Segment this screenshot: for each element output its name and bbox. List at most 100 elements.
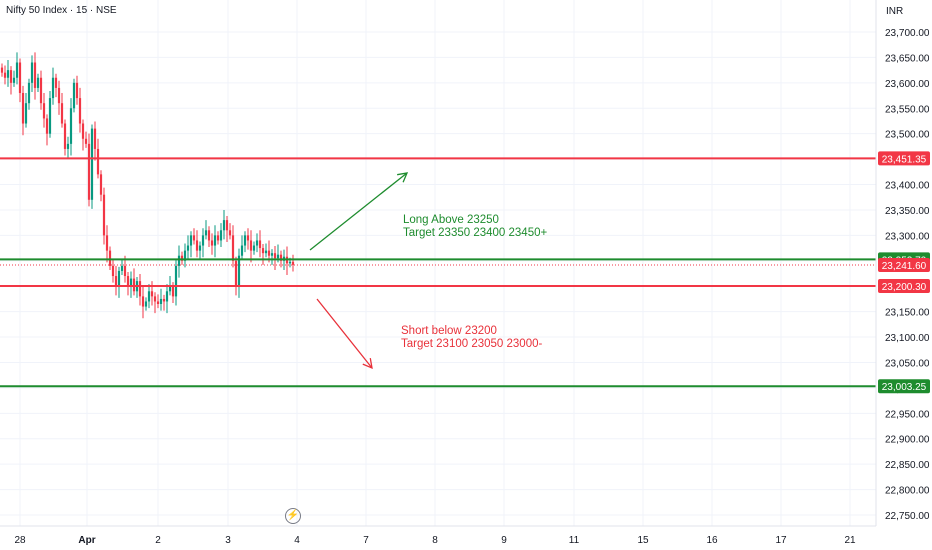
y-tick-label: 23,050.00: [885, 358, 930, 369]
candle-body: [264, 250, 268, 254]
candle-body: [126, 276, 130, 287]
candle-body: [279, 254, 283, 261]
candle-body: [246, 235, 250, 241]
candle-body: [192, 235, 196, 241]
level-label: 23,451.35: [882, 154, 927, 165]
candle-body: [186, 245, 190, 251]
x-tick-label: 9: [501, 535, 507, 546]
candles: [0, 52, 295, 319]
currency-label[interactable]: INR: [886, 6, 904, 17]
candle-body: [6, 70, 10, 78]
short-annotation-line2: Target 23100 23050 23000-: [401, 338, 543, 350]
candle-body: [18, 62, 22, 94]
candle-body: [57, 87, 61, 104]
level-label-bg: [878, 151, 930, 166]
candle-body: [33, 62, 37, 88]
x-tick-label: 8: [432, 535, 438, 546]
candle-body: [90, 128, 94, 200]
candle-body: [105, 235, 109, 251]
lightning-icon[interactable]: ⚡: [285, 508, 301, 524]
symbol-title[interactable]: Nifty 50 Index · 15 · NSE: [6, 5, 117, 16]
y-tick-label: 22,750.00: [885, 511, 930, 522]
candle-body: [117, 270, 121, 287]
x-tick-label: Apr: [78, 535, 95, 546]
candle-body: [189, 235, 193, 246]
candle-body: [51, 77, 55, 99]
short-annotation-line1: Short below 23200: [401, 325, 497, 337]
candle-body: [3, 72, 7, 78]
candle-body: [267, 250, 271, 256]
candle-body: [141, 296, 145, 307]
level-label-bg: [878, 279, 930, 294]
grid-lines: [0, 0, 876, 526]
candle-body: [276, 254, 280, 259]
horizontal-levels: [0, 157, 876, 388]
candle-body: [252, 245, 256, 251]
y-tick-label: 23,400.00: [885, 181, 930, 192]
candle-body: [270, 253, 274, 256]
candle-body: [9, 70, 13, 83]
candle-body: [234, 260, 238, 287]
candle-body: [219, 230, 223, 241]
candle-body: [207, 230, 211, 241]
candle-body: [288, 261, 292, 264]
candle-body: [12, 77, 16, 83]
long-arrow: [309, 172, 408, 251]
candle-body: [69, 108, 73, 144]
short-annotation: Short below 23200 Target 23100 23050 230…: [401, 325, 542, 351]
candle-body: [63, 123, 67, 149]
candle-body: [60, 103, 64, 124]
candle-body: [249, 240, 253, 251]
x-tick-label: 4: [294, 535, 300, 546]
y-tick-label: 23,600.00: [885, 79, 930, 90]
candle-body: [180, 255, 184, 261]
candle-body: [39, 77, 43, 104]
y-tick-label: 23,350.00: [885, 206, 930, 217]
x-tick-label: 21: [844, 535, 856, 546]
candle-body: [72, 82, 76, 109]
candle-body: [48, 98, 52, 134]
x-tick-label: 11: [569, 535, 580, 546]
time-axis[interactable]: 28 Apr 2 3 4 7 8 9 11 15 16 17 21: [14, 535, 856, 546]
level-label: 23,003.25: [882, 382, 927, 393]
candle-body: [258, 240, 262, 249]
candle-body: [0, 67, 4, 73]
long-annotation-line2: Target 23350 23400 23450+: [403, 227, 548, 239]
candle-body: [144, 301, 148, 307]
candle-body: [84, 138, 88, 144]
x-tick-label: 2: [155, 535, 161, 546]
y-tick-label: 23,500.00: [885, 130, 930, 141]
candle-body: [24, 103, 28, 124]
candle-body: [273, 253, 277, 259]
y-tick-label: 23,650.00: [885, 53, 930, 64]
candle-body: [165, 291, 169, 302]
candle-body: [15, 62, 19, 78]
candle-body: [27, 82, 31, 104]
candle-body: [108, 250, 112, 266]
candle-body: [231, 235, 235, 261]
short-arrow-head: [362, 358, 373, 370]
level-label-bg: [878, 379, 930, 394]
y-tick-label: 22,950.00: [885, 409, 930, 420]
candle-body: [36, 77, 40, 88]
candle-body: [243, 235, 247, 246]
candle-body: [255, 240, 259, 246]
short-arrow: [316, 298, 373, 369]
candle-body: [120, 265, 124, 271]
candle-body: [201, 235, 205, 246]
y-tick-label: 22,900.00: [885, 435, 930, 446]
candle-body: [114, 276, 118, 287]
x-tick-label: 15: [637, 535, 649, 546]
candle-body: [75, 82, 79, 99]
candle-body: [123, 265, 127, 277]
level-label-bg: [878, 258, 930, 273]
candle-body: [129, 278, 133, 287]
x-tick-label: 28: [14, 535, 26, 546]
price-axis[interactable]: 23,700.00 23,650.00 23,600.00 23,550.00 23,5…: [885, 28, 930, 522]
candle-body: [66, 143, 70, 149]
candle-body: [150, 291, 154, 297]
y-tick-label: 23,300.00: [885, 231, 930, 242]
candle-body: [81, 123, 85, 139]
candle-body: [240, 245, 244, 256]
